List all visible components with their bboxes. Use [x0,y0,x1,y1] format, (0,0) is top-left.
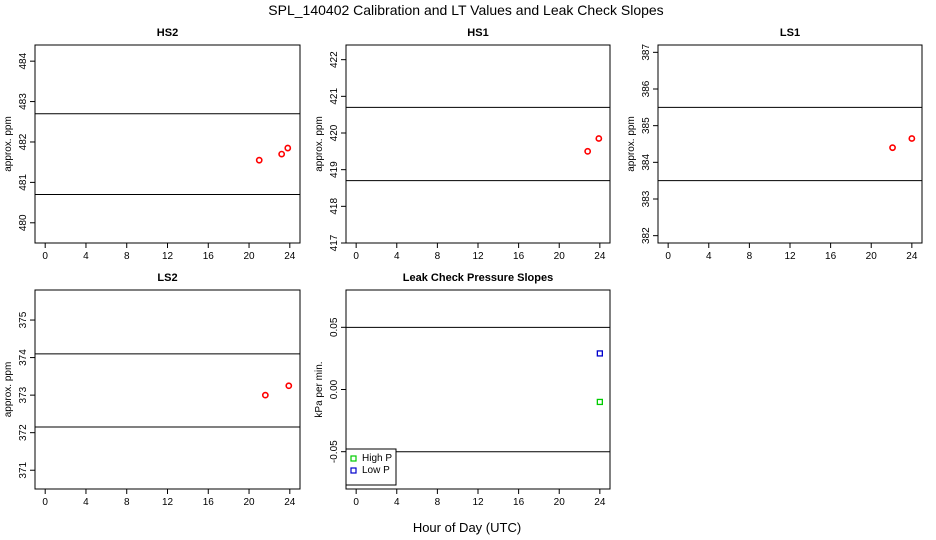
data-point [261,391,269,399]
y-tick-label: 421 [329,88,340,105]
x-tick-label: 24 [594,251,606,262]
data-point [908,135,916,142]
y-tick-label: 375 [18,311,29,328]
data-point [595,135,603,142]
y-tick-label: 373 [18,386,29,403]
x-tick-label: 20 [866,251,878,262]
legend-marker [350,467,357,474]
data-point [284,144,292,152]
chart-panel: Leak Check Pressure Slopes 0 4 8 12 16 20 24 -0.… [314,272,611,508]
x-tick-label: 16 [513,497,525,508]
x-tick-label: 12 [472,497,484,508]
plot-frame [657,44,923,244]
x-tick-label: 20 [243,497,255,508]
x-tick-label: 20 [554,497,566,508]
x-tick-label: 24 [284,497,296,508]
x-tick-label: 0 [665,251,671,262]
y-tick-label: 480 [18,214,29,231]
data-point [584,147,592,155]
y-axis-label: approx. ppm [3,362,14,418]
x-tick-label: 20 [243,251,255,262]
y-tick-label: 383 [641,190,652,207]
x-tick-label: 16 [825,251,837,262]
data-point [596,350,603,357]
x-tick-label: 24 [284,251,296,262]
x-tick-label: 8 [747,251,753,262]
panel-title: LS1 [780,27,800,39]
y-tick-label: 418 [329,198,340,215]
y-tick-label: 385 [641,117,652,134]
y-tick-label: 420 [329,124,340,141]
panel-title: LS2 [157,272,177,284]
x-tick-label: 0 [42,497,48,508]
y-tick-label: 419 [329,161,340,178]
y-tick-label: 417 [329,234,340,251]
legend-label: High P [362,453,392,464]
y-axis-label: kPa per min. [314,361,325,417]
y-tick-label: 0.05 [329,317,340,337]
x-tick-label: 0 [42,251,48,262]
x-tick-label: 8 [124,251,130,262]
legend-box [345,448,397,486]
x-axis-label: Hour of Day (UTC) [413,520,521,535]
x-tick-label: 4 [706,251,712,262]
data-point [285,382,293,390]
y-tick-label: 386 [641,80,652,97]
y-tick-label: 422 [329,51,340,68]
x-tick-label: 16 [513,251,525,262]
y-tick-label: 0.00 [329,379,340,399]
x-tick-label: 0 [353,497,359,508]
x-tick-label: 20 [554,251,566,262]
y-tick-label: 484 [18,52,29,69]
data-point [889,144,896,152]
data-point [596,398,603,406]
x-tick-label: 4 [83,497,89,508]
panel-title: HS1 [467,27,488,39]
chart-panel: LS2 0 4 8 12 16 20 24 371 372 373 374 375 approx. ppm [3,272,301,508]
x-tick-label: 0 [353,251,359,262]
plot-frame [34,44,301,244]
plot-frame [34,289,301,490]
x-tick-label: 4 [394,251,400,262]
y-tick-label: 382 [641,227,652,244]
y-tick-label: 483 [18,93,29,110]
y-tick-label: 372 [18,424,29,441]
x-tick-label: 8 [435,497,441,508]
y-tick-label: 481 [18,174,29,191]
legend-label: Low P [362,465,390,476]
chart-panel: HS2 0 4 8 12 16 20 24 480 481 482 483 484 approx. ppm [3,27,301,262]
y-axis-label: approx. ppm [626,116,637,172]
y-tick-label: -0.05 [329,440,340,463]
x-tick-label: 12 [472,251,484,262]
y-tick-label: 384 [641,154,652,171]
data-point [255,156,263,164]
y-axis-label: approx. ppm [314,116,325,172]
x-tick-label: 24 [594,497,606,508]
x-tick-label: 8 [124,497,130,508]
x-tick-label: 16 [203,251,215,262]
x-tick-label: 24 [906,251,918,262]
y-tick-label: 374 [18,349,29,366]
figure-title: SPL_140402 Calibration and LT Values and… [268,2,663,18]
chart-panel: HS1 0 4 8 12 16 20 24 417 418 419 420 421 422 approx. … [314,27,611,262]
data-point [278,150,286,158]
x-tick-label: 12 [784,251,796,262]
x-tick-label: 4 [83,251,89,262]
legend-marker [350,455,357,462]
panel-title: HS2 [157,27,178,39]
x-tick-label: 16 [203,497,215,508]
panel-title: Leak Check Pressure Slopes [403,272,553,284]
y-tick-label: 482 [18,133,29,150]
x-tick-label: 12 [162,497,174,508]
x-tick-label: 8 [435,251,441,262]
plot-frame [345,44,611,244]
chart-panel: LS1 0 4 8 12 16 20 24 382 383 384 385 386 387 approx. … [626,27,923,262]
y-tick-label: 387 [641,44,652,61]
x-tick-label: 12 [162,251,174,262]
x-tick-label: 4 [394,497,400,508]
y-tick-label: 371 [18,461,29,478]
y-axis-label: approx. ppm [3,116,14,172]
